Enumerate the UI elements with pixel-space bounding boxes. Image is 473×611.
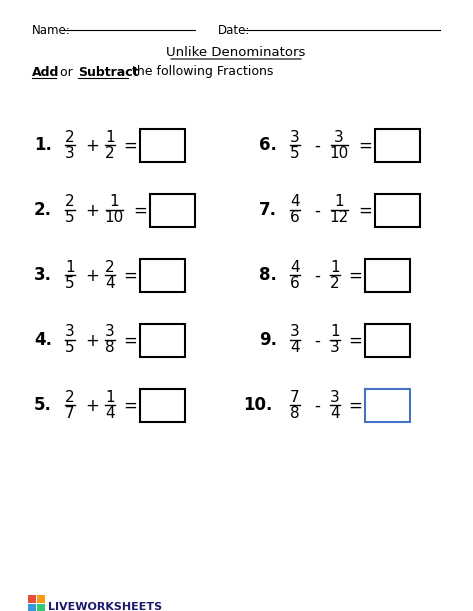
Text: 5: 5 xyxy=(65,211,75,225)
Text: +: + xyxy=(85,137,99,155)
Bar xyxy=(365,389,410,422)
Text: 7: 7 xyxy=(290,389,300,404)
Bar xyxy=(28,595,36,603)
Bar xyxy=(37,595,45,603)
Text: 4: 4 xyxy=(290,340,300,356)
Text: +: + xyxy=(85,267,99,285)
Bar xyxy=(375,128,420,161)
Text: Add: Add xyxy=(32,65,60,78)
Bar xyxy=(140,389,185,422)
Text: +: + xyxy=(85,332,99,350)
Text: 4: 4 xyxy=(105,406,115,420)
Text: 10: 10 xyxy=(329,145,349,161)
Text: 5: 5 xyxy=(65,276,75,290)
Text: 2: 2 xyxy=(105,260,115,274)
Text: =: = xyxy=(123,332,137,350)
Bar xyxy=(375,194,420,227)
Text: 6: 6 xyxy=(290,276,300,290)
Text: 3: 3 xyxy=(330,389,340,404)
Text: 1: 1 xyxy=(109,194,119,210)
Bar xyxy=(140,128,185,161)
Text: =: = xyxy=(358,137,372,155)
Text: 3: 3 xyxy=(334,130,344,144)
Text: 2: 2 xyxy=(65,130,75,144)
Text: 5.: 5. xyxy=(34,396,52,414)
Text: 12: 12 xyxy=(329,211,349,225)
Text: 1: 1 xyxy=(334,194,344,210)
Text: Subtract: Subtract xyxy=(78,65,139,78)
Text: 2: 2 xyxy=(330,276,340,290)
Text: +: + xyxy=(85,397,99,415)
Text: 4: 4 xyxy=(290,194,300,210)
Text: -: - xyxy=(314,267,320,285)
Text: 3: 3 xyxy=(290,130,300,144)
Text: Name:: Name: xyxy=(32,23,71,37)
Text: 7: 7 xyxy=(65,406,75,420)
Text: the following Fractions: the following Fractions xyxy=(128,65,273,78)
Text: Date:: Date: xyxy=(218,23,250,37)
Text: -: - xyxy=(314,202,320,220)
Text: =: = xyxy=(358,202,372,220)
Text: 1: 1 xyxy=(330,260,340,274)
Bar xyxy=(28,604,36,611)
Text: =: = xyxy=(123,137,137,155)
Text: 7.: 7. xyxy=(259,201,277,219)
Text: =: = xyxy=(348,267,362,285)
Text: 3: 3 xyxy=(65,145,75,161)
Text: 10: 10 xyxy=(105,211,123,225)
Text: 2.: 2. xyxy=(34,201,52,219)
Text: =: = xyxy=(348,397,362,415)
Bar xyxy=(140,258,185,291)
Text: 3: 3 xyxy=(330,340,340,356)
Text: 4.: 4. xyxy=(34,331,52,349)
Text: 6: 6 xyxy=(290,211,300,225)
Text: 3: 3 xyxy=(65,324,75,340)
Text: 4: 4 xyxy=(290,260,300,274)
Text: Unlike Denominators: Unlike Denominators xyxy=(166,45,306,59)
Text: -: - xyxy=(314,137,320,155)
Text: 3.: 3. xyxy=(34,266,52,284)
Text: 2: 2 xyxy=(105,145,115,161)
Text: LIVEWORKSHEETS: LIVEWORKSHEETS xyxy=(48,602,162,611)
Text: 3: 3 xyxy=(105,324,115,340)
Text: or: or xyxy=(56,65,77,78)
Text: 5: 5 xyxy=(290,145,300,161)
Text: 1: 1 xyxy=(105,130,115,144)
Text: 1.: 1. xyxy=(34,136,52,154)
Text: 6.: 6. xyxy=(259,136,277,154)
Text: =: = xyxy=(123,267,137,285)
Text: =: = xyxy=(348,332,362,350)
Text: 1: 1 xyxy=(65,260,75,274)
Text: 2: 2 xyxy=(65,389,75,404)
Text: 5: 5 xyxy=(65,340,75,356)
Text: 8: 8 xyxy=(105,340,115,356)
Text: 8.: 8. xyxy=(259,266,277,284)
Text: 1: 1 xyxy=(105,389,115,404)
Text: 4: 4 xyxy=(105,276,115,290)
Text: 1: 1 xyxy=(330,324,340,340)
Bar xyxy=(365,323,410,356)
Text: =: = xyxy=(133,202,147,220)
Bar xyxy=(140,323,185,356)
Text: -: - xyxy=(314,397,320,415)
Bar xyxy=(365,258,410,291)
Text: 10.: 10. xyxy=(244,396,273,414)
Text: 4: 4 xyxy=(330,406,340,420)
Text: 2: 2 xyxy=(65,194,75,210)
Text: =: = xyxy=(123,397,137,415)
Text: 3: 3 xyxy=(290,324,300,340)
Text: 8: 8 xyxy=(290,406,300,420)
Text: -: - xyxy=(314,332,320,350)
Text: +: + xyxy=(85,202,99,220)
Bar xyxy=(37,604,45,611)
Bar xyxy=(150,194,195,227)
Text: 9.: 9. xyxy=(259,331,277,349)
